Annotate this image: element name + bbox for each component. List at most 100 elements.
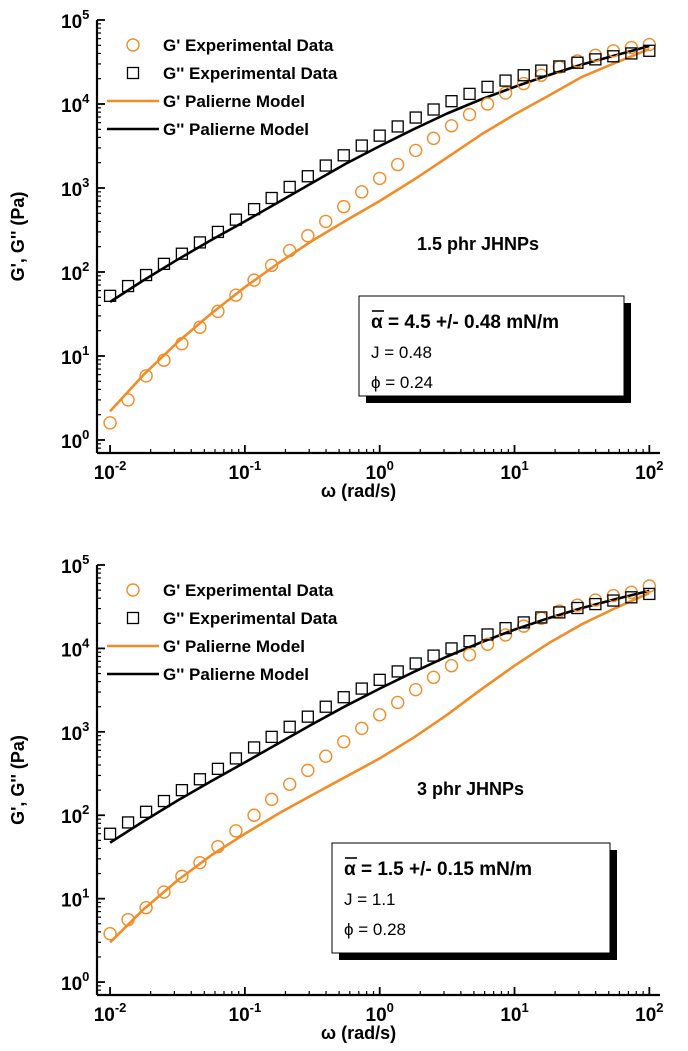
y-tick-base: 10 xyxy=(61,807,82,828)
gpp-data-point xyxy=(517,69,530,82)
legend-square-marker xyxy=(126,611,140,625)
gp-data-point xyxy=(193,320,207,334)
gpp-data-point xyxy=(139,805,153,818)
y-tick-exponent: 0 xyxy=(82,427,89,442)
gpp-data-point xyxy=(175,247,189,260)
gp-data-point xyxy=(480,637,495,652)
gpp-data-point xyxy=(229,213,243,226)
gpp-data-point xyxy=(463,635,476,648)
gpp-data-point xyxy=(103,827,117,840)
gp-data-point xyxy=(337,735,351,749)
y-tick-base: 10 xyxy=(61,12,82,33)
gpp-data-point xyxy=(535,64,548,77)
legend-circle-marker xyxy=(126,38,140,52)
gpp-data-point xyxy=(427,103,440,116)
y-tick-label: 102 xyxy=(61,259,89,285)
legend-circle-marker xyxy=(126,583,140,597)
x-tick-exponent: -1 xyxy=(250,458,262,473)
gp-data-point xyxy=(498,86,513,100)
x-tick-label: 10-2 xyxy=(94,458,127,484)
gpp-data-point xyxy=(301,710,314,723)
gpp-data-point xyxy=(175,783,189,797)
y-tick-label: 104 xyxy=(61,635,90,661)
gpp-data-point xyxy=(607,50,620,63)
gp-data-point xyxy=(426,670,441,685)
gpp-data-point xyxy=(481,628,494,641)
x-tick-exponent: -2 xyxy=(115,1000,127,1015)
y-tick-base: 10 xyxy=(61,557,82,578)
x-tick-base: 10 xyxy=(635,463,656,484)
gp-data-point xyxy=(409,682,423,697)
x-tick-base: 10 xyxy=(94,1005,115,1026)
gpp-data-point xyxy=(535,611,548,624)
j-value: J = 1.1 xyxy=(344,890,396,909)
legend-label: G'' Palierne Model xyxy=(163,665,309,684)
gp-data-point xyxy=(139,900,153,915)
gpp-data-point xyxy=(427,649,440,662)
gp-data-point xyxy=(462,107,477,122)
gpp-data-point xyxy=(643,587,656,601)
gpp-data-point xyxy=(103,289,117,302)
gp-data-point xyxy=(175,869,189,884)
x-axis-label: ω (rad/s) xyxy=(321,481,396,501)
y-tick-exponent: 1 xyxy=(82,886,89,901)
gpp-data-point xyxy=(481,80,494,94)
x-tick-exponent: 1 xyxy=(521,1000,528,1015)
y-tick-label: 105 xyxy=(61,552,89,578)
gp-data-point xyxy=(139,369,153,383)
legend: G' Experimental Data G'' Experimental Dat… xyxy=(107,36,338,139)
x-tick-base: 10 xyxy=(229,1005,250,1026)
y-tick-label: 101 xyxy=(61,886,89,912)
y-tick-base: 10 xyxy=(61,640,82,661)
x-tick-label: 102 xyxy=(635,458,663,484)
gp-data-point xyxy=(372,171,387,186)
gpp-data-point xyxy=(265,191,278,205)
gp-model-line xyxy=(109,591,650,944)
x-tick-label: 10-1 xyxy=(229,1000,262,1026)
gpp-data-point xyxy=(373,129,386,142)
gpp-data-point xyxy=(607,594,620,607)
gpp-data-point xyxy=(499,621,512,635)
gp-data-point xyxy=(175,337,189,351)
x-tick-base: 10 xyxy=(94,463,115,484)
legend-square-marker xyxy=(126,66,140,80)
y-tick-label: 104 xyxy=(61,91,90,117)
y-tick-base: 10 xyxy=(61,974,82,995)
gp-data-point xyxy=(337,199,351,214)
gp-data-point xyxy=(193,855,207,870)
gp-data-point xyxy=(319,749,333,763)
y-tick-label: 101 xyxy=(61,343,89,369)
gpp-data-point xyxy=(265,730,278,744)
interfacial-tension-value: α = 1.5 +/- 0.15 mN/m xyxy=(344,859,532,880)
gpp-data-point xyxy=(517,616,530,629)
gp-data-point xyxy=(157,353,171,367)
gpp-data-point xyxy=(409,111,422,124)
gpp-data-point xyxy=(211,225,225,239)
gpp-data-point xyxy=(373,673,386,686)
gp-data-point xyxy=(229,824,243,838)
phi-value: ϕ = 0.28 xyxy=(344,920,406,939)
gp-data-point xyxy=(157,885,171,899)
gp-data-point xyxy=(498,628,513,642)
gpp-data-point xyxy=(589,53,602,66)
legend-label: G' Experimental Data xyxy=(163,581,334,600)
x-tick-exponent: 2 xyxy=(656,1000,663,1015)
gp-data-point xyxy=(229,288,243,302)
y-tick-label: 100 xyxy=(61,969,89,995)
gp-data-point xyxy=(282,243,297,258)
sample-annotation: 3 phr JHNPs xyxy=(417,779,524,799)
x-tick-base: 10 xyxy=(366,463,387,484)
y-tick-exponent: 2 xyxy=(82,259,89,274)
gp-data-point xyxy=(319,214,333,229)
gp-data-point xyxy=(211,839,225,854)
x-tick-label: 10-1 xyxy=(229,458,262,484)
y-tick-exponent: 5 xyxy=(82,552,89,567)
interfacial-tension-value: α = 4.5 +/- 0.48 mN/m xyxy=(371,312,559,333)
gp-data-point xyxy=(355,721,369,736)
gp-data-point xyxy=(301,763,315,778)
x-tick-exponent: -1 xyxy=(250,1000,262,1015)
x-tick-base: 10 xyxy=(229,463,250,484)
gpp-data-point xyxy=(625,47,638,60)
gpp-data-point xyxy=(337,691,350,704)
